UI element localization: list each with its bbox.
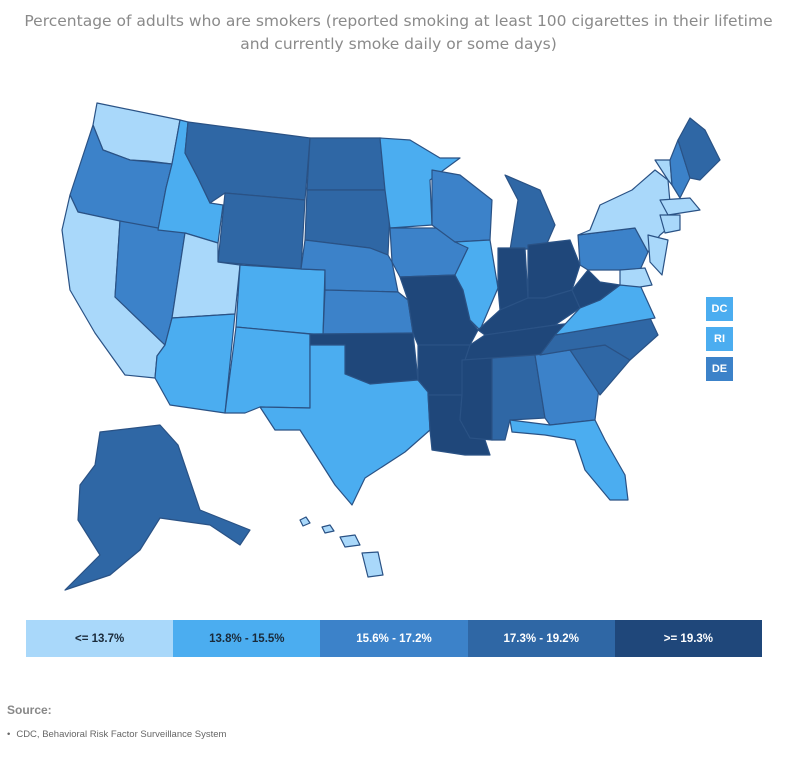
state-tx[interactable]	[259, 344, 431, 506]
state-wy[interactable]	[217, 192, 306, 270]
source-item: CDC, Behavioral Risk Factor Surveillance…	[7, 729, 226, 740]
dc-label: DC	[711, 303, 728, 315]
source-heading: Source:	[7, 703, 52, 717]
state-me[interactable]	[677, 117, 721, 181]
state-ak[interactable]	[64, 424, 251, 591]
state-md[interactable]	[619, 267, 653, 288]
state-mn[interactable]	[379, 137, 461, 229]
map-title: Percentage of adults who are smokers (re…	[24, 12, 773, 53]
legend-label: 13.8% - 15.5%	[209, 632, 285, 645]
state-ms[interactable]	[459, 357, 493, 441]
legend-label: <= 13.7%	[74, 632, 125, 645]
state-nc[interactable]	[539, 317, 659, 361]
state-fl[interactable]	[509, 419, 629, 501]
us-choropleth-map	[61, 102, 721, 591]
dc-box[interactable]: DC	[705, 296, 734, 322]
state-nm[interactable]	[224, 326, 311, 414]
state-il[interactable]	[454, 239, 499, 331]
ri-box[interactable]: RI	[705, 326, 734, 352]
state-co[interactable]	[235, 264, 326, 336]
legend-label: >= 19.3%	[663, 632, 714, 645]
color-legend: <= 13.7% 13.8% - 15.5% 15.6% - 17.2% 17.…	[26, 620, 763, 657]
state-mi[interactable]	[504, 174, 556, 251]
state-mt[interactable]	[184, 121, 311, 204]
state-az[interactable]	[154, 313, 236, 414]
legend-bin-5: >= 19.3%	[614, 620, 763, 657]
legend-bin-1: <= 13.7%	[26, 620, 174, 657]
state-nj[interactable]	[647, 234, 669, 276]
state-ct[interactable]	[659, 214, 681, 234]
state-ma[interactable]	[659, 197, 701, 216]
de-box[interactable]: DE	[705, 356, 734, 382]
legend-bin-4: 17.3% - 19.2%	[467, 620, 615, 657]
ri-label: RI	[714, 333, 725, 345]
state-nh[interactable]	[669, 139, 691, 199]
legend-label: 17.3% - 19.2%	[503, 632, 579, 645]
de-label: DE	[711, 363, 728, 375]
legend-bin-2: 13.8% - 15.5%	[173, 620, 321, 657]
state-wi[interactable]	[431, 169, 493, 243]
legend-bin-3: 15.6% - 17.2%	[320, 620, 468, 657]
state-hi[interactable]	[299, 516, 384, 578]
legend-label: 15.6% - 17.2%	[356, 632, 432, 645]
state-ks[interactable]	[322, 289, 414, 336]
state-nd[interactable]	[306, 137, 386, 191]
